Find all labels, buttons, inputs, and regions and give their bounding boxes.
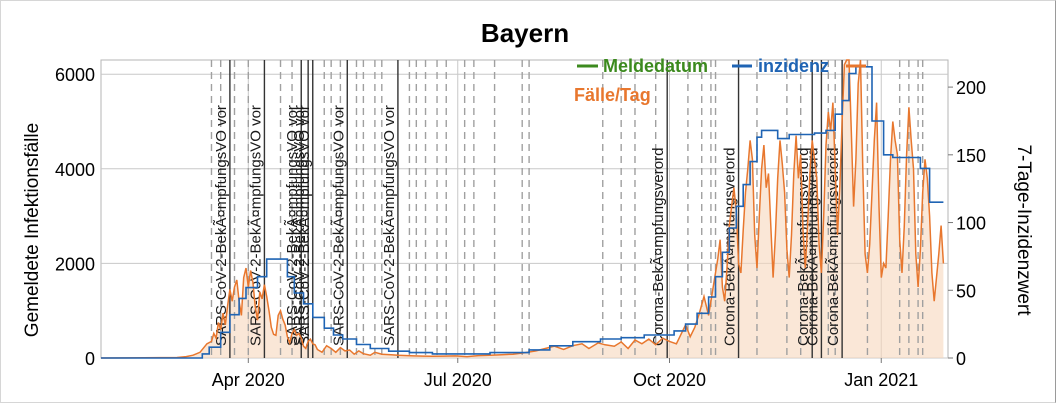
y-tick-label: 2000 <box>55 254 95 274</box>
axis-layer: 0 2000 4000 6000 0 50 100 150 200 Apr 2020 Jul 202… <box>55 65 986 390</box>
x-tick-label: Jul 2020 <box>424 370 492 390</box>
y2-tick-label: 0 <box>956 349 966 369</box>
legend-label: Meldedatum <box>603 56 708 76</box>
y2-tick-label: 50 <box>956 281 976 301</box>
chart-title: Bayern <box>481 18 569 48</box>
y-tick-label: 6000 <box>55 65 95 85</box>
series-layer <box>100 59 945 359</box>
event-lines-layer: SARS-CoV-2-BekÃ¤mpfungsVO vor SARS-CoV-2-… <box>210 60 924 358</box>
legend-label: Fälle/Tag <box>574 85 651 105</box>
event-label: SARS-CoV-2-BekÃ¤mpfungsVO vor <box>330 105 347 346</box>
y-tick-label: 0 <box>85 349 95 369</box>
event-label: SARS-CoV-2-BekÃ¤mpfungsVO vor <box>296 105 313 346</box>
event-label: SARS-CoV-2-BekÃ¤mpfungsVO vor <box>213 105 230 346</box>
series-incidence-line <box>101 66 944 359</box>
x-tick-label: Jan 2021 <box>844 370 918 390</box>
event-label: SARS-CoV-2-BekÃ¤mpfungsVO vor <box>381 105 398 346</box>
cases-area <box>101 60 944 358</box>
legend: Meldedatum inzidenz Fälle/Tag <box>574 56 866 105</box>
y-tick-label: 4000 <box>55 160 95 180</box>
area-layer <box>101 60 944 358</box>
event-label: Corona-BekÃ¤mpfungsverord <box>650 148 667 346</box>
y-axis-label: Gemeldete Infektionsfälle <box>22 123 43 337</box>
x-tick-label: Apr 2020 <box>212 370 285 390</box>
event-label: Corona-BekÃ¤mpfungsverord <box>825 148 842 346</box>
y2-tick-label: 100 <box>956 214 986 234</box>
y2-axis-label: 7-Tage-Inzidenzwert <box>1013 144 1034 316</box>
x-tick-label: Oct 2020 <box>633 370 706 390</box>
event-label: SARS-CoV-2-BekÃ¤mpfungsVO vor <box>291 105 308 346</box>
legend-label: inzidenz <box>758 56 829 76</box>
event-label: SARS-CoV-2-BekÃ¤mpfungsVO vor <box>284 105 301 346</box>
y2-tick-label: 200 <box>956 78 986 98</box>
event-label: SARS-CoV-2-BekÃ¤mpfungsVO vor <box>247 105 264 346</box>
y2-tick-label: 150 <box>956 146 986 166</box>
